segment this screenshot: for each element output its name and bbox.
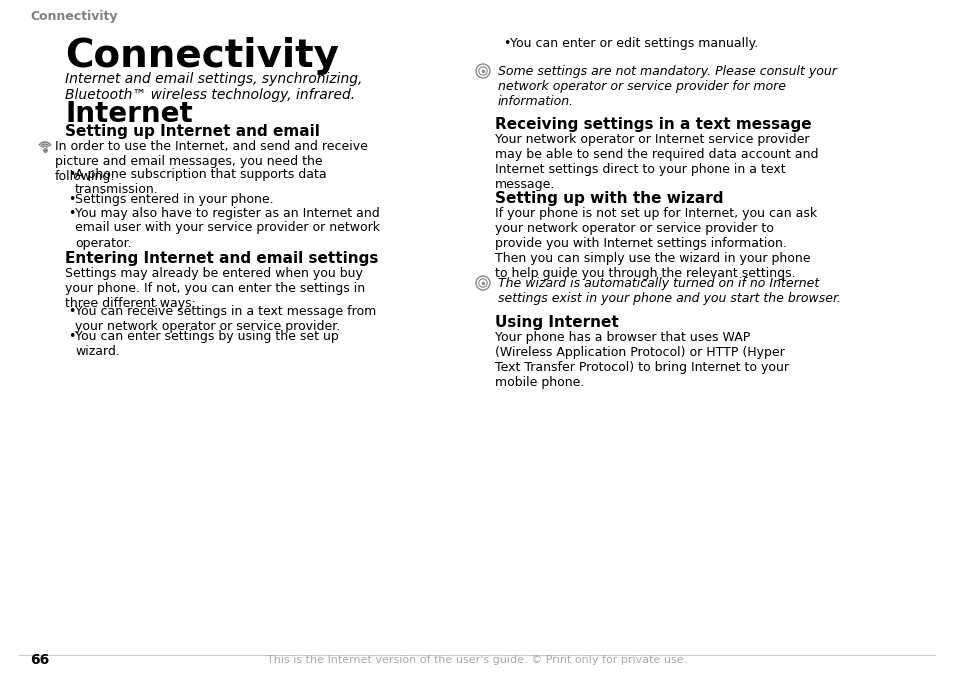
Text: You can enter settings by using the set up
wizard.: You can enter settings by using the set … bbox=[75, 330, 338, 358]
Text: The wizard is automatically turned on if no Internet
settings exist in your phon: The wizard is automatically turned on if… bbox=[497, 277, 841, 305]
Text: Settings may already be entered when you buy
your phone. If not, you can enter t: Settings may already be entered when you… bbox=[65, 267, 365, 310]
Text: •: • bbox=[68, 206, 75, 219]
Text: A phone subscription that supports data
transmission.: A phone subscription that supports data … bbox=[75, 168, 326, 196]
Text: You can receive settings in a text message from
your network operator or service: You can receive settings in a text messa… bbox=[75, 305, 375, 333]
Text: Your network operator or Internet service provider
may be able to send the requi: Your network operator or Internet servic… bbox=[495, 133, 818, 191]
Text: 66: 66 bbox=[30, 653, 50, 667]
Text: •: • bbox=[502, 37, 510, 50]
Text: •: • bbox=[68, 330, 75, 343]
Text: Receiving settings in a text message: Receiving settings in a text message bbox=[495, 117, 811, 132]
Text: You can enter or edit settings manually.: You can enter or edit settings manually. bbox=[510, 37, 758, 50]
Text: If your phone is not set up for Internet, you can ask
your network operator or s: If your phone is not set up for Internet… bbox=[495, 207, 817, 280]
Text: •: • bbox=[68, 305, 75, 318]
Text: Internet and email settings, synchronizing,
Bluetooth™ wireless technology, infr: Internet and email settings, synchronizi… bbox=[65, 72, 362, 102]
Text: Connectivity: Connectivity bbox=[65, 37, 338, 75]
Text: Setting up with the wizard: Setting up with the wizard bbox=[495, 191, 722, 206]
Text: Internet: Internet bbox=[65, 100, 193, 128]
Text: Settings entered in your phone.: Settings entered in your phone. bbox=[75, 193, 274, 206]
Text: You may also have to register as an Internet and
email user with your service pr: You may also have to register as an Inte… bbox=[75, 206, 379, 250]
Text: Some settings are not mandatory. Please consult your
network operator or service: Some settings are not mandatory. Please … bbox=[497, 65, 836, 108]
Text: Entering Internet and email settings: Entering Internet and email settings bbox=[65, 251, 378, 266]
Text: Your phone has a browser that uses WAP
(Wireless Application Protocol) or HTTP (: Your phone has a browser that uses WAP (… bbox=[495, 331, 788, 389]
Text: •: • bbox=[68, 193, 75, 206]
Text: •: • bbox=[68, 168, 75, 181]
Text: Using Internet: Using Internet bbox=[495, 315, 618, 330]
Text: In order to use the Internet, and send and receive
picture and email messages, y: In order to use the Internet, and send a… bbox=[55, 140, 368, 183]
Text: Setting up Internet and email: Setting up Internet and email bbox=[65, 124, 319, 139]
Text: This is the Internet version of the user's guide. © Print only for private use.: This is the Internet version of the user… bbox=[267, 655, 686, 665]
Text: Connectivity: Connectivity bbox=[30, 10, 117, 23]
